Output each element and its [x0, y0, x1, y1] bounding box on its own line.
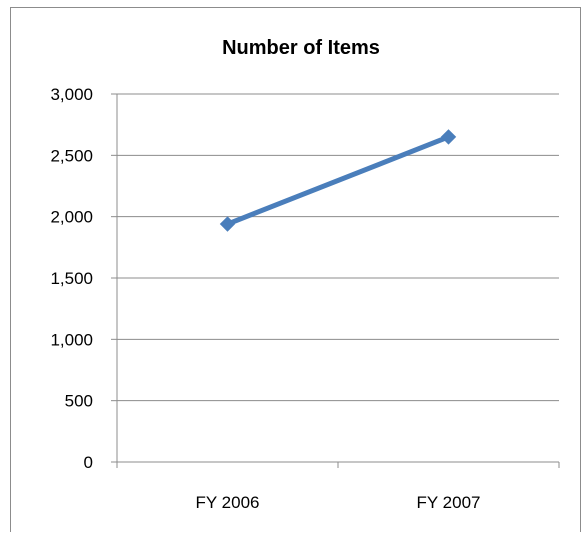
y-tick-label: 2,500 [50, 146, 93, 165]
y-tick-label: 1,500 [50, 269, 93, 288]
x-tick-label: FY 2006 [196, 493, 260, 512]
y-axis: 0 500 1,000 1,500 2,000 2,500 3,000 [50, 85, 118, 472]
data-point-marker [440, 129, 457, 145]
y-tick-label: 3,000 [50, 85, 93, 104]
y-tick-label: 1,000 [50, 330, 93, 349]
gridlines [117, 93, 559, 402]
series-line [225, 134, 451, 227]
x-axis: FY 2006 FY 2007 [116, 461, 560, 512]
data-point-marker [219, 216, 236, 232]
chart-title: Number of Items [222, 37, 380, 59]
x-tick-label: FY 2007 [417, 493, 481, 512]
y-tick-label: 2,000 [50, 208, 93, 227]
y-tick-label: 0 [84, 453, 93, 472]
series-group [219, 129, 457, 232]
y-tick-label: 500 [65, 392, 93, 411]
